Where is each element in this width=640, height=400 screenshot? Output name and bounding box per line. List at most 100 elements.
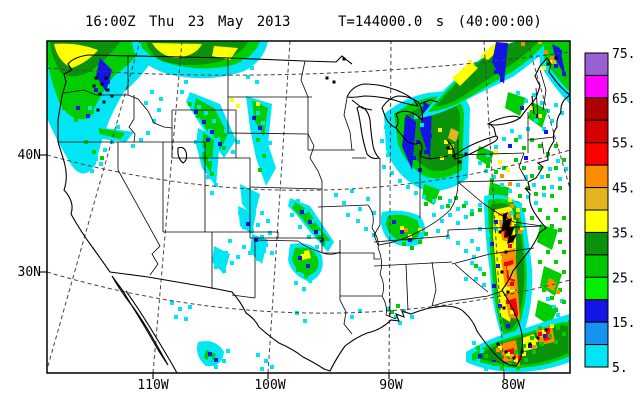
parallel-gridline: [47, 271, 570, 314]
radar-speckle: [104, 76, 108, 80]
state-border: [454, 263, 489, 293]
state-border: [405, 263, 409, 311]
radar-speckle: [222, 269, 226, 273]
radar-speckle: [446, 204, 450, 208]
radar-speckle: [236, 255, 240, 259]
radar-speckle: [62, 106, 66, 110]
radar-speckle: [307, 235, 311, 239]
colorbar-box: [584, 52, 609, 76]
radar-speckle: [500, 270, 504, 274]
radar-speckle: [100, 82, 104, 86]
radar-speckle: [518, 230, 522, 234]
radar-speckle: [308, 279, 312, 283]
radar-speckle: [554, 340, 558, 344]
radar-speckle: [178, 307, 182, 311]
radar-speckle: [490, 46, 494, 50]
state-border: [231, 294, 256, 299]
radar-speckle: [94, 88, 98, 92]
radar-speckle: [208, 352, 212, 356]
radar-speckle: [144, 101, 148, 105]
radar-speckle: [552, 305, 556, 309]
radar-speckle: [484, 367, 488, 371]
radar-speckle: [470, 261, 474, 265]
radar-speckle: [504, 262, 508, 266]
radar-speckle: [222, 359, 226, 363]
radar-speckle: [424, 232, 428, 236]
radar-speckle: [464, 249, 468, 253]
radar-speckle: [542, 186, 546, 190]
radar-speckle: [264, 359, 268, 363]
state-border: [227, 132, 309, 135]
radar-speckle: [294, 281, 298, 285]
radar-cell: [448, 128, 459, 142]
radar-speckle: [256, 353, 260, 357]
lon-label-110w: 110W: [137, 378, 168, 393]
radar-speckle: [428, 134, 432, 138]
radar-speckle: [492, 175, 496, 179]
radar-cell: [492, 42, 508, 84]
radar-speckle: [520, 226, 524, 230]
radar-speckle: [308, 220, 312, 224]
radar-speckle: [534, 119, 538, 123]
colorbar-label: 25.: [612, 271, 635, 286]
radar-speckle: [550, 56, 554, 60]
radar-speckle: [246, 205, 250, 209]
radar-speckle: [456, 207, 460, 211]
radar-speckle: [255, 80, 259, 84]
radar-speckle: [356, 219, 360, 223]
radar-speckle: [250, 66, 254, 70]
radar-speckle: [214, 134, 218, 138]
radar-speckle: [100, 64, 104, 68]
radar-speckle: [218, 257, 222, 261]
radar-speckle: [502, 137, 506, 141]
radar-speckle: [206, 138, 210, 142]
radar-speckle: [294, 204, 298, 208]
radar-speckle: [502, 166, 506, 170]
radar-speckle: [260, 116, 264, 120]
radar-speckle: [402, 242, 406, 246]
radar-speckle: [518, 194, 522, 198]
radar-speckle: [510, 350, 514, 354]
radar-speckle: [310, 224, 314, 228]
radar-speckle: [216, 137, 220, 141]
radar-speckle: [496, 348, 500, 352]
radar-speckle: [106, 80, 110, 84]
radar-speckle: [386, 307, 390, 311]
radar-speckle: [124, 133, 128, 137]
radar-speckle: [440, 205, 444, 209]
radar-speckle: [506, 300, 510, 304]
radar-speckle: [530, 174, 534, 178]
radar-speckle: [268, 231, 272, 235]
radar-speckle: [558, 228, 562, 232]
radar-speckle: [256, 138, 260, 142]
radar-speckle: [244, 188, 248, 192]
radar-speckle: [252, 211, 256, 215]
radar-speckle: [242, 58, 246, 62]
radar-speckle: [480, 349, 484, 353]
radar-speckle: [510, 211, 514, 215]
radar-speckle: [420, 123, 424, 127]
radar-speckle: [242, 245, 246, 249]
radar-speckle: [550, 236, 554, 240]
radar-speckle: [476, 247, 480, 251]
coastline: [111, 275, 169, 366]
state-border: [339, 240, 353, 335]
colorbar-box: [584, 74, 609, 99]
radar-speckle: [472, 255, 476, 259]
radar-speckle: [400, 226, 404, 230]
radar-speckle: [269, 159, 273, 163]
radar-speckle: [564, 322, 568, 326]
lake-outline: [486, 115, 521, 126]
radar-speckle: [530, 336, 534, 340]
radar-speckle: [478, 267, 482, 271]
radar-speckle: [448, 199, 452, 203]
radar-speckle: [516, 91, 520, 95]
radar-speckle: [494, 70, 498, 74]
radar-speckle: [214, 358, 218, 362]
radar-speckle: [210, 191, 214, 195]
radar-speckle: [472, 341, 476, 345]
colorbar-label: 75.: [612, 47, 635, 62]
radar-speckle: [266, 219, 270, 223]
radar-speckle: [364, 227, 368, 231]
radar-speckle: [468, 60, 472, 64]
